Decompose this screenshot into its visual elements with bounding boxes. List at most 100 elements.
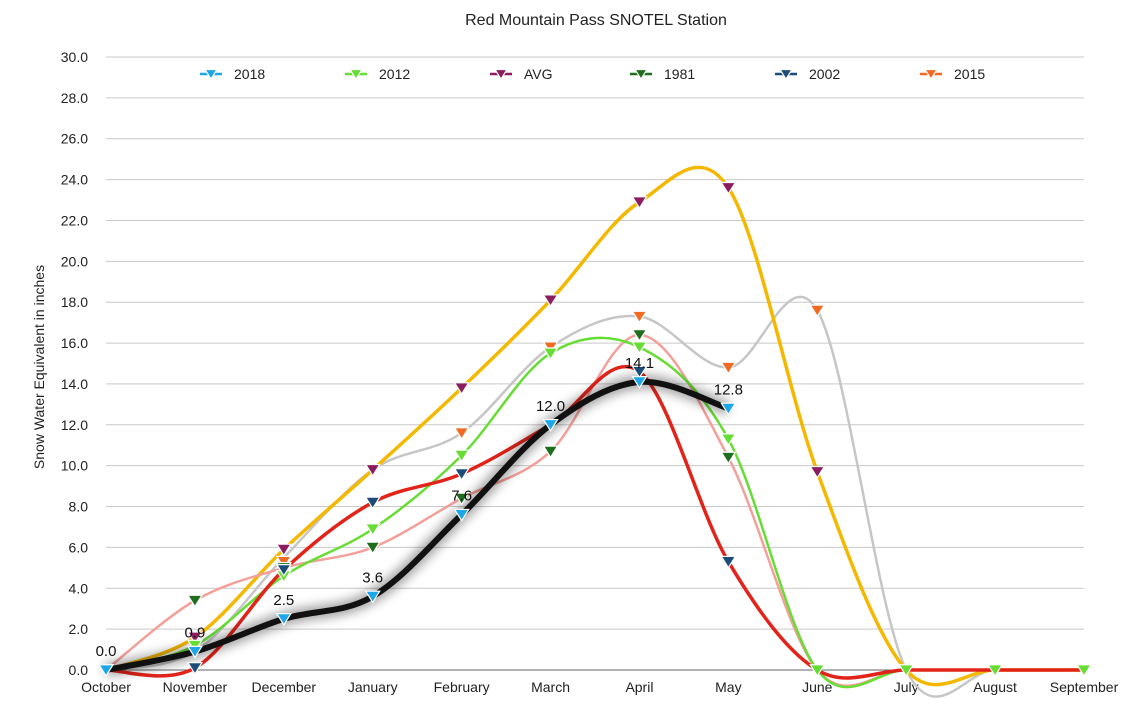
series-line-2018	[103, 378, 732, 673]
marker-2002	[275, 564, 292, 577]
x-tick-label: June	[802, 679, 833, 695]
y-tick-label: 26.0	[61, 131, 88, 147]
marker-avg	[275, 543, 292, 557]
y-tick-label: 18.0	[61, 294, 88, 310]
marker-1981	[453, 492, 470, 506]
legend-label: AVG	[524, 66, 553, 82]
axes: 0.0 2.0 4.0 6.0 8.0 10.0 12.0 14.0 16.0 18.0 20.0 2…	[61, 49, 1119, 695]
legend-item-2002: 2002	[775, 66, 840, 82]
series-lines	[103, 165, 1086, 698]
x-tick-label: December	[252, 679, 317, 695]
data-label: 12.0	[536, 398, 565, 415]
legend-item-2018: 2018	[200, 66, 265, 82]
y-tick-label: 28.0	[61, 90, 88, 106]
y-tick-label: 24.0	[61, 172, 88, 188]
y-tick-label: 16.0	[61, 335, 88, 351]
x-tick-label: April	[625, 679, 653, 695]
data-label: 12.8	[714, 381, 743, 398]
legend-swatch-marker	[493, 68, 509, 81]
y-tick-label: 12.0	[61, 417, 88, 433]
marker-2012	[1075, 664, 1093, 678]
marker-2018	[364, 590, 381, 604]
y-tick-label: 20.0	[61, 253, 88, 269]
marker-2015	[809, 304, 826, 318]
data-label: 14.1	[625, 355, 654, 372]
x-tick-label: August	[973, 679, 1017, 695]
marker-avg	[720, 181, 737, 195]
marker-2018	[542, 418, 559, 432]
legend-item-avg: AVG	[490, 66, 553, 82]
legend-label: 2012	[379, 66, 410, 82]
marker-2002	[453, 467, 470, 481]
marker-2015	[453, 427, 470, 441]
legend-label: 1981	[664, 66, 695, 82]
marker-avg	[542, 294, 559, 308]
marker-1981	[720, 451, 737, 465]
data-label: 0.0	[96, 643, 117, 660]
chart-title: Red Mountain Pass SNOTEL Station	[465, 12, 727, 29]
marker-2012	[453, 449, 470, 463]
data-label: 7.6	[451, 488, 472, 505]
y-tick-label: 30.0	[61, 49, 88, 65]
legend-item-1981: 1981	[630, 66, 695, 82]
legend-swatch-marker	[778, 68, 794, 81]
y-tick-label: 8.0	[69, 499, 89, 515]
y-tick-label: 6.0	[69, 539, 89, 555]
marker-avg	[186, 631, 203, 645]
legend-swatch-marker	[203, 68, 219, 81]
data-label: 0.9	[184, 625, 205, 642]
marker-1981	[364, 541, 381, 555]
y-tick-label: 2.0	[69, 621, 89, 637]
grid-lines	[106, 56, 1084, 630]
marker-2012	[809, 664, 826, 678]
data-label: 2.5	[273, 592, 294, 609]
data-markers	[97, 181, 1093, 678]
marker-2002	[186, 662, 203, 676]
marker-2018	[453, 508, 470, 522]
legend-label: 2018	[234, 66, 265, 82]
marker-2015	[631, 310, 648, 324]
legend: 2018 2012 AVG 1981 2002 2015	[200, 66, 985, 82]
marker-2012	[898, 664, 915, 678]
marker-2002	[720, 555, 737, 569]
marker-2018	[720, 402, 737, 416]
data-labels: 0.0 0.9 2.5 3.6 7.6 12.0 14.1 12.8	[96, 355, 743, 660]
marker-2012	[720, 433, 737, 447]
x-tick-label: October	[81, 679, 131, 695]
marker-2012	[987, 664, 1004, 678]
marker-2018	[631, 376, 648, 389]
marker-2012	[364, 523, 381, 537]
y-tick-label: 10.0	[61, 458, 88, 474]
marker-avg	[453, 382, 470, 396]
marker-1981	[631, 329, 648, 342]
legend-swatch-marker	[348, 68, 364, 81]
x-tick-label: March	[531, 679, 570, 695]
marker-2018	[186, 645, 203, 659]
marker-1981	[542, 445, 559, 459]
x-tick-label: February	[434, 679, 490, 695]
x-tick-label: May	[715, 679, 741, 695]
legend-label: 2002	[809, 66, 840, 82]
legend-swatch-marker	[923, 68, 939, 81]
legend-item-2015: 2015	[920, 66, 985, 82]
x-tick-label: September	[1050, 679, 1119, 695]
marker-2002	[364, 496, 381, 510]
legend-item-2012: 2012	[345, 66, 410, 82]
y-axis-label: Snow Water Equivalent in inches	[31, 265, 47, 469]
x-tick-label: January	[348, 679, 398, 695]
marker-avg	[364, 463, 381, 477]
x-tick-label: July	[894, 679, 919, 695]
marker-2018	[97, 664, 115, 678]
marker-2015	[720, 361, 737, 375]
legend-swatch-marker	[633, 68, 649, 81]
data-label: 3.6	[362, 569, 383, 586]
y-tick-label: 0.0	[69, 662, 89, 678]
y-tick-label: 14.0	[61, 376, 88, 392]
legend-label: 2015	[954, 66, 985, 82]
marker-2012	[542, 347, 559, 361]
y-tick-label: 4.0	[69, 580, 89, 596]
marker-avg	[631, 196, 648, 210]
marker-2012	[631, 341, 648, 355]
marker-2018	[275, 613, 292, 626]
